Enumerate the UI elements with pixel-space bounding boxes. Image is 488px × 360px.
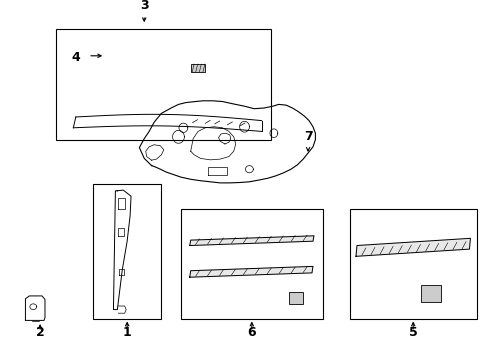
Polygon shape bbox=[355, 238, 469, 256]
Polygon shape bbox=[189, 236, 313, 246]
Text: 7: 7 bbox=[303, 130, 312, 143]
Bar bbox=[190, 64, 205, 72]
Bar bbox=[349, 209, 476, 319]
Text: 3: 3 bbox=[140, 0, 148, 12]
Bar bbox=[56, 29, 271, 140]
Text: 1: 1 bbox=[122, 326, 131, 339]
Bar bbox=[420, 285, 440, 302]
Polygon shape bbox=[189, 266, 312, 277]
Text: 2: 2 bbox=[36, 326, 44, 339]
Bar bbox=[288, 292, 303, 304]
Bar bbox=[181, 209, 322, 319]
Text: 4: 4 bbox=[71, 51, 80, 64]
Text: 5: 5 bbox=[408, 326, 417, 339]
Bar bbox=[93, 184, 161, 319]
Text: 6: 6 bbox=[247, 326, 256, 339]
